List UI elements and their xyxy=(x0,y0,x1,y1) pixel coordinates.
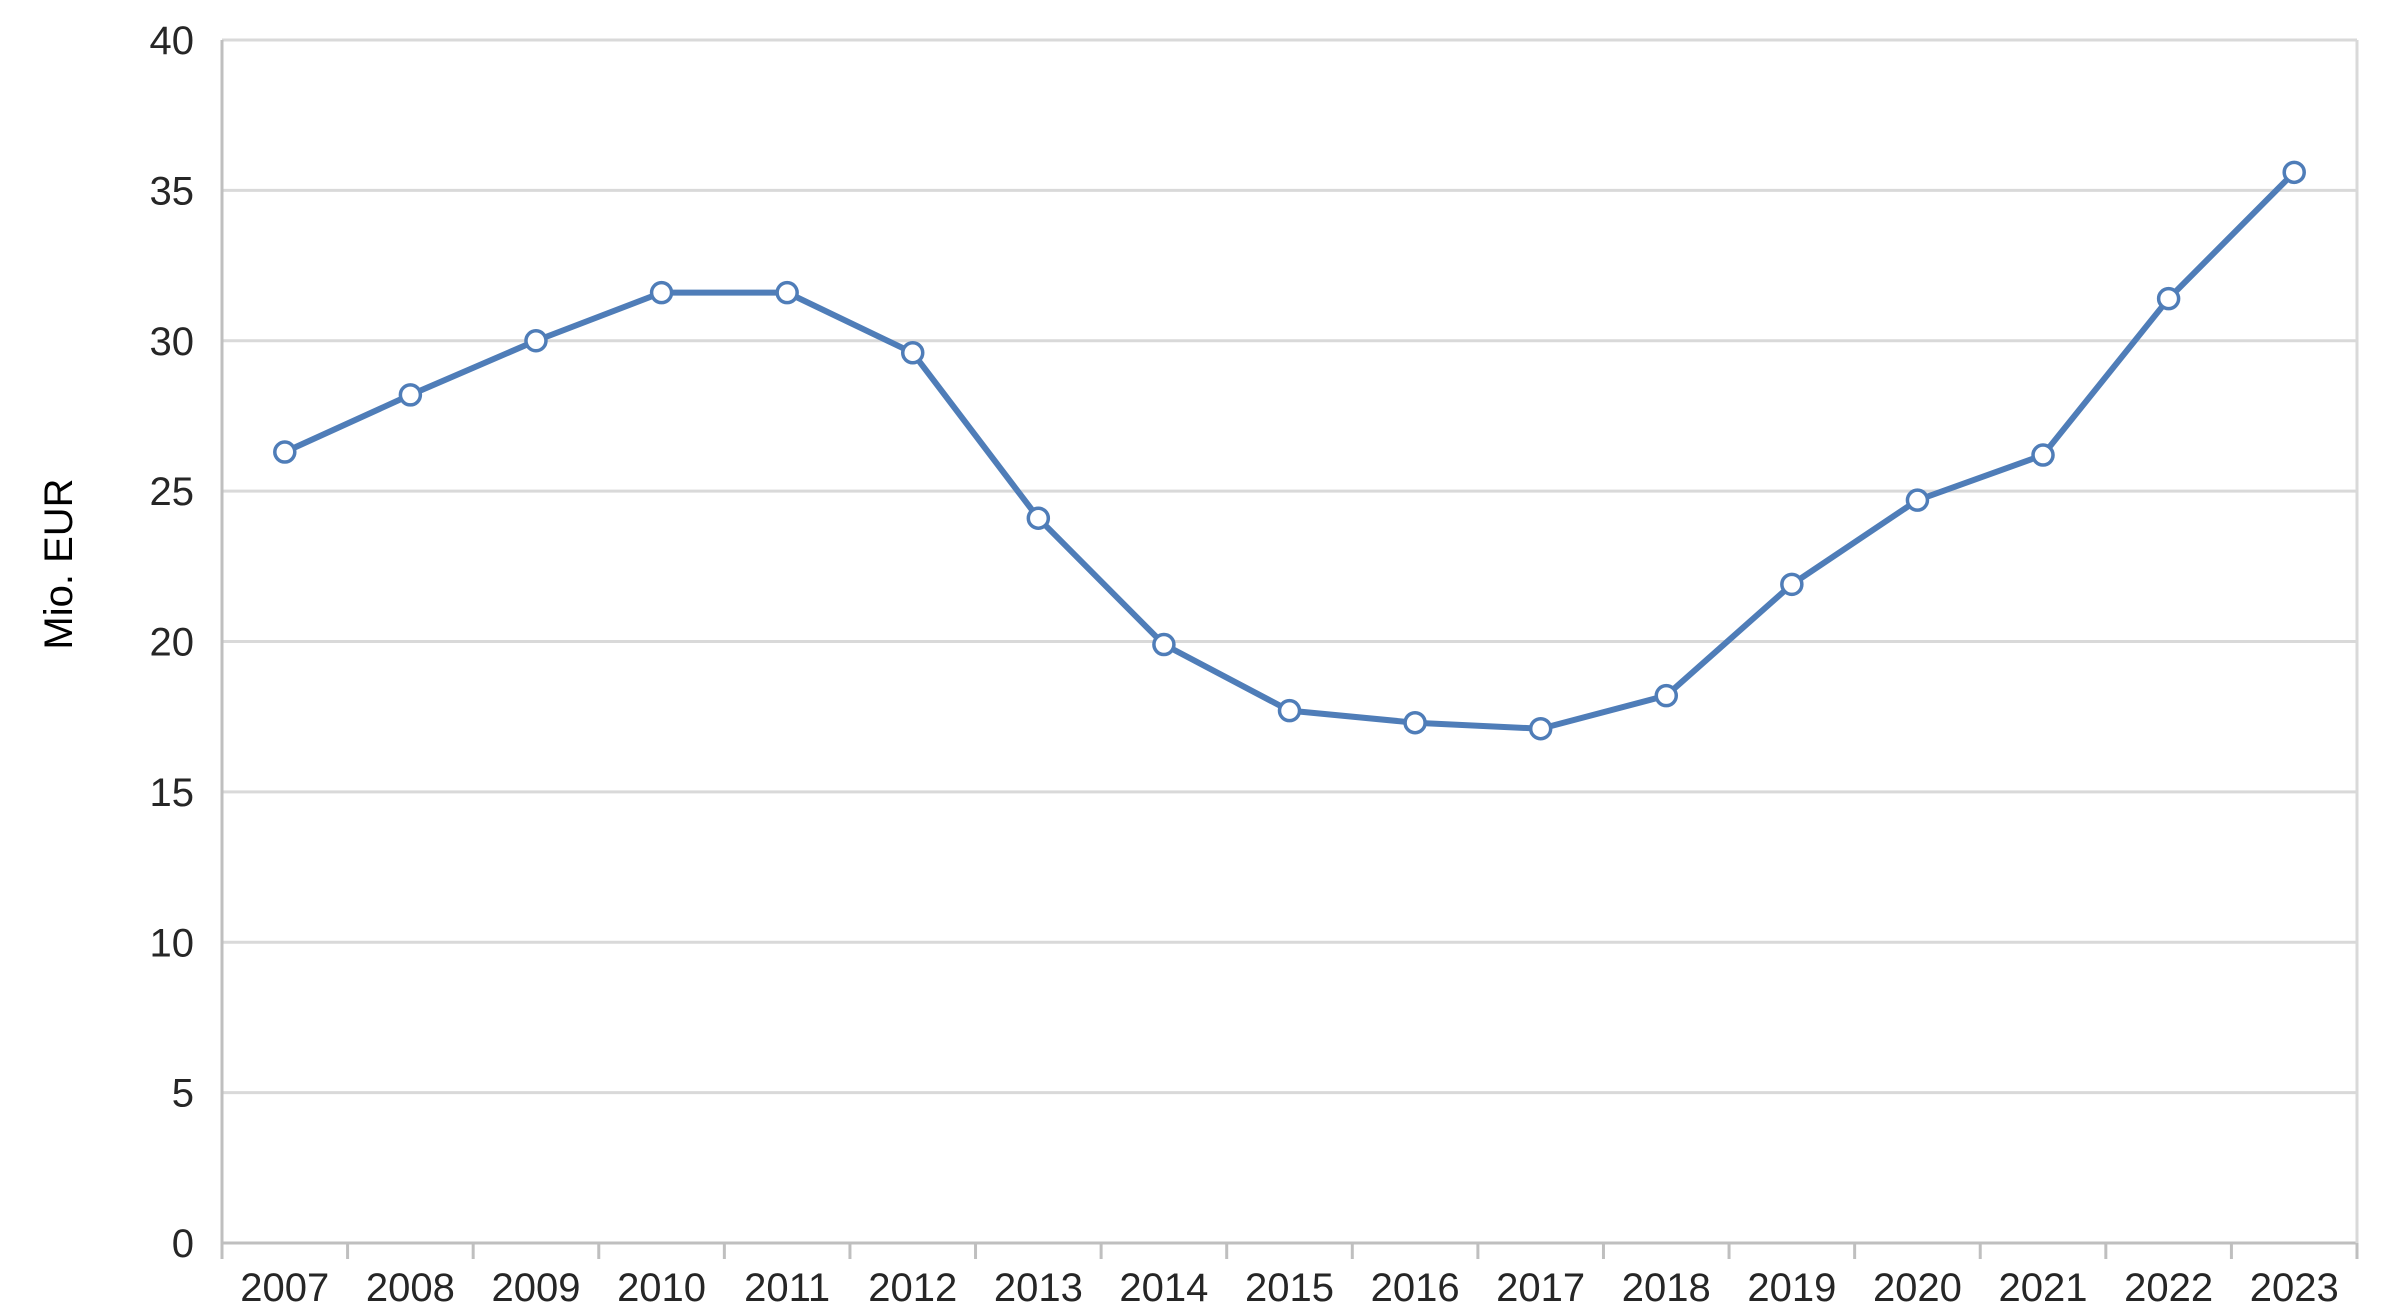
data-point-2019[interactable] xyxy=(1780,572,1804,597)
x-tick-label: 2020 xyxy=(1873,1266,1962,1310)
x-tick-label: 2011 xyxy=(744,1266,830,1310)
x-tick-label: 2018 xyxy=(1622,1266,1711,1310)
data-point-2012[interactable] xyxy=(900,341,925,365)
data-point-2009[interactable] xyxy=(524,329,548,353)
y-tick-labels: 0 5 10 15 20 25 30 35 40 xyxy=(150,19,195,1266)
data-point-2014[interactable] xyxy=(1152,632,1176,657)
x-tick-label: 2013 xyxy=(994,1266,1083,1310)
x-tick-label: 2017 xyxy=(1496,1266,1585,1310)
y-tick-label: 5 xyxy=(172,1072,194,1116)
data-point-2018[interactable] xyxy=(1654,683,1679,708)
data-point-2008[interactable] xyxy=(398,383,423,407)
data-point-2023[interactable] xyxy=(2282,160,2306,185)
series xyxy=(273,160,2306,741)
y-tick-label: 40 xyxy=(150,19,195,63)
series-line xyxy=(281,169,2298,732)
data-point-2022[interactable] xyxy=(2156,286,2181,311)
data-point-2017[interactable] xyxy=(1528,716,1553,741)
y-tick-label: 0 xyxy=(172,1222,194,1266)
x-tick-label: 2010 xyxy=(617,1266,706,1310)
data-point-2020[interactable] xyxy=(1905,488,1930,512)
y-axis-title: Mio. EUR xyxy=(37,478,81,649)
x-tick-label: 2022 xyxy=(2124,1266,2213,1310)
x-tick-label: 2019 xyxy=(1747,1266,1836,1310)
y-tick-label: 20 xyxy=(150,621,195,665)
x-tick-labels: 2007 2008 2009 2010 2011 2012 2013 2014 2015 2016… xyxy=(240,1266,2338,1310)
x-tick-label: 2009 xyxy=(491,1266,580,1310)
x-tick-label: 2016 xyxy=(1371,1266,1460,1310)
data-point-2013[interactable] xyxy=(1026,506,1051,530)
data-point-2011[interactable] xyxy=(775,280,799,305)
axes xyxy=(220,40,2359,1259)
x-tick-label: 2007 xyxy=(240,1266,329,1310)
data-point-2007[interactable] xyxy=(273,440,297,464)
y-tick-label: 15 xyxy=(150,771,195,815)
x-tick-label: 2008 xyxy=(366,1266,455,1310)
data-point-2021[interactable] xyxy=(2031,443,2055,467)
x-tick-label: 2015 xyxy=(1245,1266,1334,1310)
y-tick-label: 10 xyxy=(150,921,195,965)
x-tick-label: 2012 xyxy=(868,1266,957,1310)
x-tick-label: 2023 xyxy=(2250,1266,2339,1310)
y-tick-label: 25 xyxy=(150,470,195,514)
grid-lines xyxy=(222,38,2357,1095)
x-tick-label: 2014 xyxy=(1119,1266,1208,1310)
y-tick-label: 35 xyxy=(150,169,195,213)
data-point-2010[interactable] xyxy=(649,280,674,305)
data-point-2015[interactable] xyxy=(1277,698,1302,723)
y-tick-label: 30 xyxy=(150,320,195,364)
data-point-2016[interactable] xyxy=(1403,710,1427,735)
x-tick-label: 2021 xyxy=(1999,1266,2088,1310)
